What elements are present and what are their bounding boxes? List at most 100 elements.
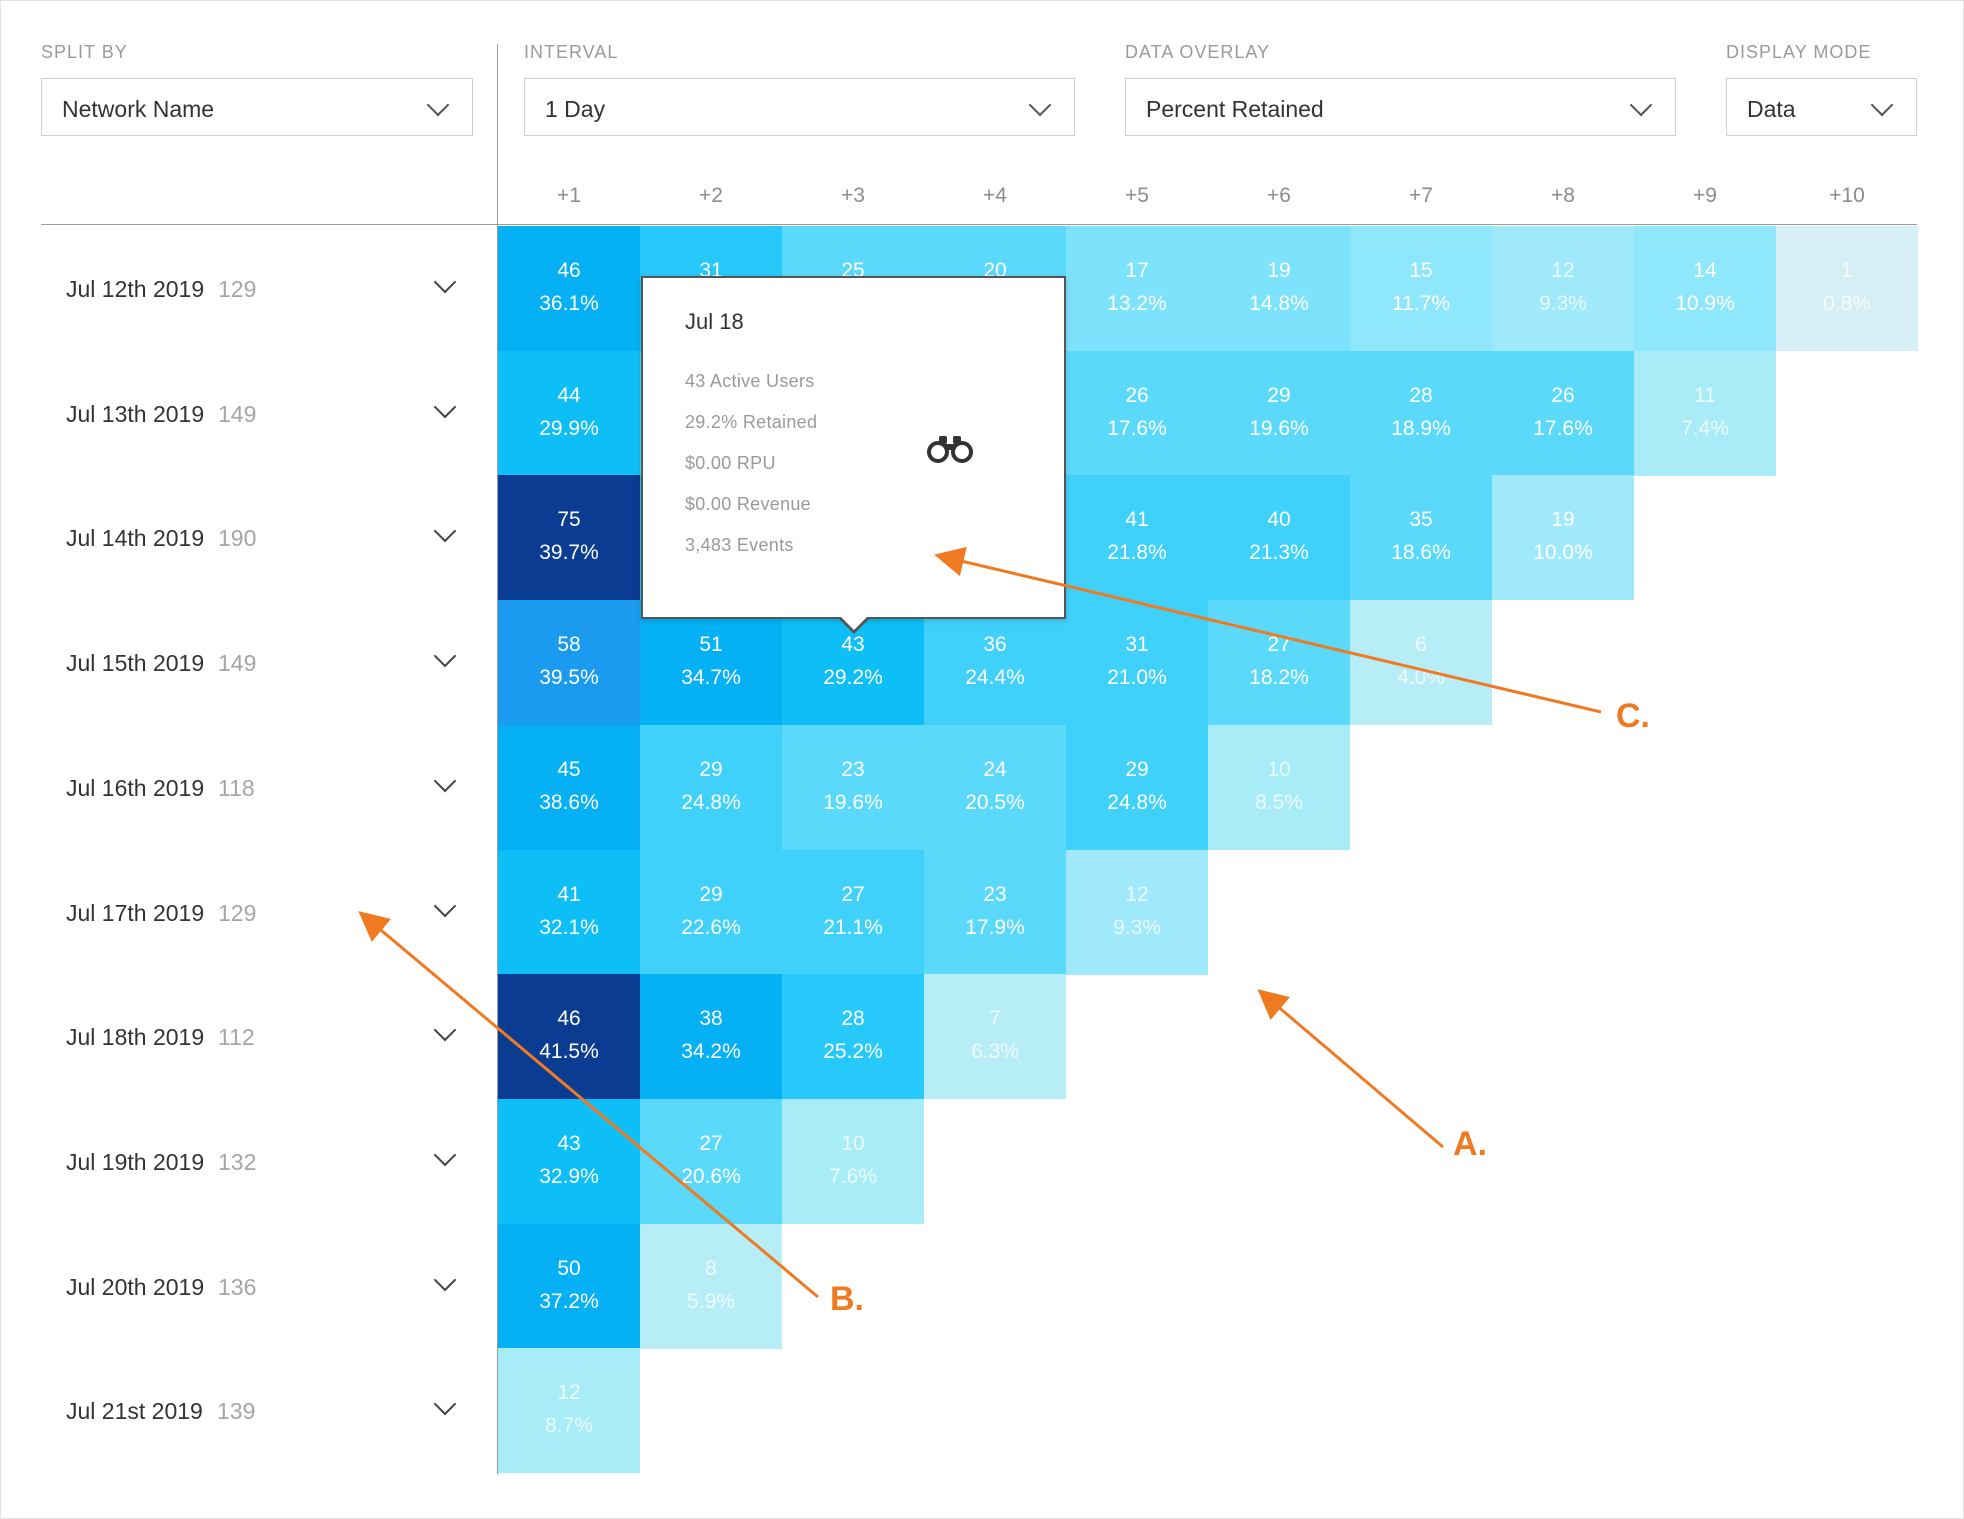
retention-cell[interactable]: 8 5.9% [640, 1223, 782, 1349]
binoculars-icon[interactable] [926, 434, 974, 464]
retention-cell[interactable]: 12 9.3% [1066, 849, 1208, 975]
cell-active-users: 19 [1551, 508, 1575, 532]
retention-cell[interactable]: 12 9.3% [1492, 226, 1634, 351]
cell-active-users: 28 [841, 1007, 865, 1031]
retention-cell[interactable]: 19 10.0% [1492, 475, 1634, 601]
cell-active-users: 26 [1551, 383, 1575, 407]
cell-percent-retained: 34.2% [681, 1040, 741, 1064]
retention-cell[interactable]: 24 20.5% [924, 724, 1066, 850]
cohort-size: 118 [218, 774, 255, 801]
cell-percent-retained: 17.6% [1533, 416, 1593, 440]
cell-active-users: 45 [557, 757, 581, 781]
retention-cell[interactable]: 44 29.9% [498, 350, 640, 476]
cell-percent-retained: 17.6% [1107, 416, 1167, 440]
retention-cell[interactable]: 14 10.9% [1634, 226, 1776, 351]
cell-percent-retained: 17.9% [965, 915, 1025, 939]
retention-cell[interactable]: 7 6.3% [924, 974, 1066, 1100]
retention-cell[interactable]: 10 8.5% [1208, 724, 1350, 850]
column-header: +2 [699, 184, 723, 207]
cell-active-users: 23 [841, 757, 865, 781]
data-overlay-dropdown[interactable]: Percent Retained [1125, 78, 1676, 136]
cell-percent-retained: 22.6% [681, 915, 741, 939]
column-header: +3 [841, 184, 865, 207]
retention-cell[interactable]: 28 25.2% [782, 974, 924, 1100]
cell-percent-retained: 39.5% [539, 666, 599, 690]
retention-cell[interactable]: 29 22.6% [640, 849, 782, 975]
cell-percent-retained: 0.8% [1823, 292, 1871, 315]
retention-cell[interactable]: 41 21.8% [1066, 475, 1208, 601]
retention-cell[interactable]: 38 34.2% [640, 974, 782, 1100]
cell-percent-retained: 7.4% [1681, 416, 1729, 440]
cell-active-users: 40 [1267, 508, 1291, 532]
cell-percent-retained: 39.7% [539, 541, 599, 565]
cell-active-users: 46 [557, 259, 581, 282]
column-header: +8 [1551, 184, 1575, 207]
cell-active-users: 26 [1125, 383, 1149, 407]
retention-cell[interactable]: 17 13.2% [1066, 226, 1208, 351]
display-mode-dropdown[interactable]: Data [1726, 78, 1917, 136]
retention-cell[interactable]: 46 36.1% [498, 226, 640, 351]
retention-cell[interactable]: 31 21.0% [1066, 600, 1208, 726]
retention-cell[interactable]: 26 17.6% [1492, 350, 1634, 476]
retention-cell[interactable]: 1 0.8% [1776, 226, 1918, 351]
cohort-date: Jul 20th 2019 [66, 1273, 205, 1300]
cell-active-users: 10 [1267, 757, 1291, 781]
split-by-dropdown[interactable]: Network Name [41, 78, 473, 136]
cell-percent-retained: 13.2% [1107, 292, 1167, 315]
cell-active-users: 23 [983, 882, 1007, 906]
retention-cell[interactable]: 35 18.6% [1350, 475, 1492, 601]
retention-cell[interactable]: 6 4.0% [1350, 600, 1492, 726]
cell-active-users: 29 [699, 757, 723, 781]
retention-cell[interactable]: 29 24.8% [640, 724, 782, 850]
cell-percent-retained: 6.3% [971, 1040, 1019, 1064]
cell-percent-retained: 29.9% [539, 416, 599, 440]
retention-cell[interactable]: 46 41.5% [498, 974, 640, 1100]
chevron-down-icon [1629, 93, 1653, 117]
cohort-date: Jul 13th 2019 [66, 400, 205, 427]
cell-percent-retained: 18.9% [1391, 416, 1451, 440]
cohort-date: Jul 16th 2019 [66, 774, 205, 801]
retention-cell[interactable]: 75 39.7% [498, 475, 640, 601]
retention-cell[interactable]: 15 11.7% [1350, 226, 1492, 351]
cell-percent-retained: 34.7% [681, 666, 741, 690]
retention-cell[interactable]: 29 24.8% [1066, 724, 1208, 850]
retention-cell[interactable]: 43 32.9% [498, 1098, 640, 1224]
cell-active-users: 1 [1841, 259, 1853, 282]
retention-cell[interactable]: 29 19.6% [1208, 350, 1350, 476]
cell-active-users: 29 [699, 882, 723, 906]
grid-divider-vertical [497, 44, 498, 1474]
cell-active-users: 50 [557, 1256, 581, 1280]
retention-cell[interactable]: 50 37.2% [498, 1223, 640, 1349]
retention-cell[interactable]: 27 20.6% [640, 1098, 782, 1224]
data-overlay-label: DATA OVERLAY [1125, 42, 1271, 62]
annotation-label-a: A. [1453, 1125, 1487, 1163]
cell-active-users: 58 [557, 633, 581, 657]
cell-percent-retained: 41.5% [539, 1040, 599, 1064]
retention-cell[interactable]: 11 7.4% [1634, 350, 1776, 476]
retention-cell[interactable]: 28 18.9% [1350, 350, 1492, 476]
cohort-size: 132 [218, 1148, 257, 1175]
interval-dropdown[interactable]: 1 Day [524, 78, 1075, 136]
cell-percent-retained: 29.2% [823, 666, 883, 690]
retention-cell[interactable]: 41 32.1% [498, 849, 640, 975]
retention-cell[interactable]: 23 19.6% [782, 724, 924, 850]
retention-cell[interactable]: 27 21.1% [782, 849, 924, 975]
tooltip-retained: 29.2% Retained [685, 412, 818, 432]
retention-cell[interactable]: 23 17.9% [924, 849, 1066, 975]
cell-percent-retained: 24.4% [965, 666, 1025, 690]
retention-cell[interactable]: 45 38.6% [498, 724, 640, 850]
cell-active-users: 51 [699, 633, 723, 657]
retention-cell[interactable]: 51 34.7% [640, 600, 782, 726]
retention-cell[interactable]: 26 17.6% [1066, 350, 1208, 476]
retention-cell[interactable]: 19 14.8% [1208, 226, 1350, 351]
retention-cell[interactable]: 58 39.5% [498, 600, 640, 726]
cell-active-users: 11 [1694, 383, 1716, 407]
cell-percent-retained: 20.6% [681, 1164, 741, 1188]
retention-cell[interactable]: 27 18.2% [1208, 600, 1350, 726]
cohort-size: 149 [218, 400, 257, 427]
retention-cell[interactable]: 12 8.7% [498, 1348, 640, 1474]
retention-cell[interactable]: 10 7.6% [782, 1098, 924, 1224]
cell-percent-retained: 14.8% [1249, 292, 1309, 315]
cell-percent-retained: 5.9% [687, 1289, 735, 1313]
retention-cell[interactable]: 40 21.3% [1208, 475, 1350, 601]
